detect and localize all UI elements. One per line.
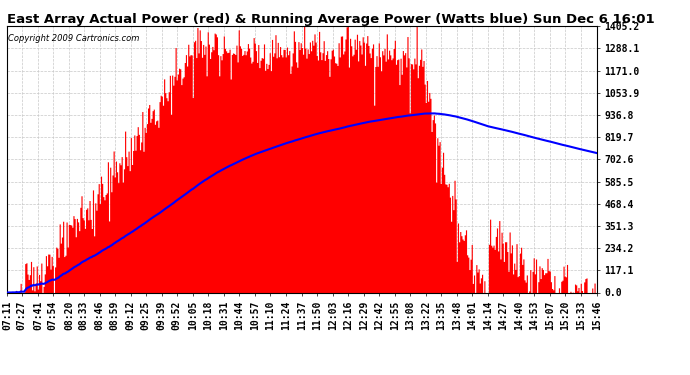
Text: Copyright 2009 Cartronics.com: Copyright 2009 Cartronics.com	[8, 34, 139, 43]
Text: East Array Actual Power (red) & Running Average Power (Watts blue) Sun Dec 6 16:: East Array Actual Power (red) & Running …	[7, 13, 655, 26]
